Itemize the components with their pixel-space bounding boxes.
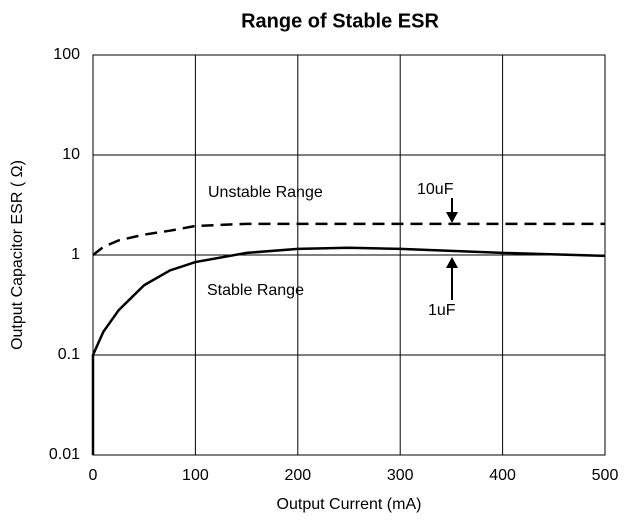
x-axis-label: Output Current (mA) xyxy=(277,496,422,513)
x-tick-label: 0 xyxy=(89,467,98,484)
chart-title: Range of Stable ESR xyxy=(241,10,439,32)
series-label: 10uF xyxy=(417,181,454,198)
arrow-head xyxy=(446,212,458,223)
annotation: Stable Range xyxy=(207,282,304,299)
y-tick-label: 0.1 xyxy=(58,346,80,363)
y-tick-label: 100 xyxy=(53,46,80,63)
x-tick-label: 400 xyxy=(489,467,516,484)
series-label: 1uF xyxy=(428,302,456,319)
series-line xyxy=(91,246,606,455)
x-tick-label: 200 xyxy=(284,467,311,484)
x-tick-label: 300 xyxy=(387,467,414,484)
y-tick-label: 0.01 xyxy=(49,446,80,463)
arrow-head xyxy=(446,257,458,268)
y-tick-label: 1 xyxy=(71,246,80,263)
y-axis-label: Output Capacitor ESR ( Ω) xyxy=(9,160,26,350)
series-line xyxy=(92,222,605,256)
y-tick-label: 10 xyxy=(62,146,80,163)
x-tick-label: 500 xyxy=(592,467,619,484)
annotation: Unstable Range xyxy=(208,184,323,201)
x-tick-label: 100 xyxy=(182,467,209,484)
